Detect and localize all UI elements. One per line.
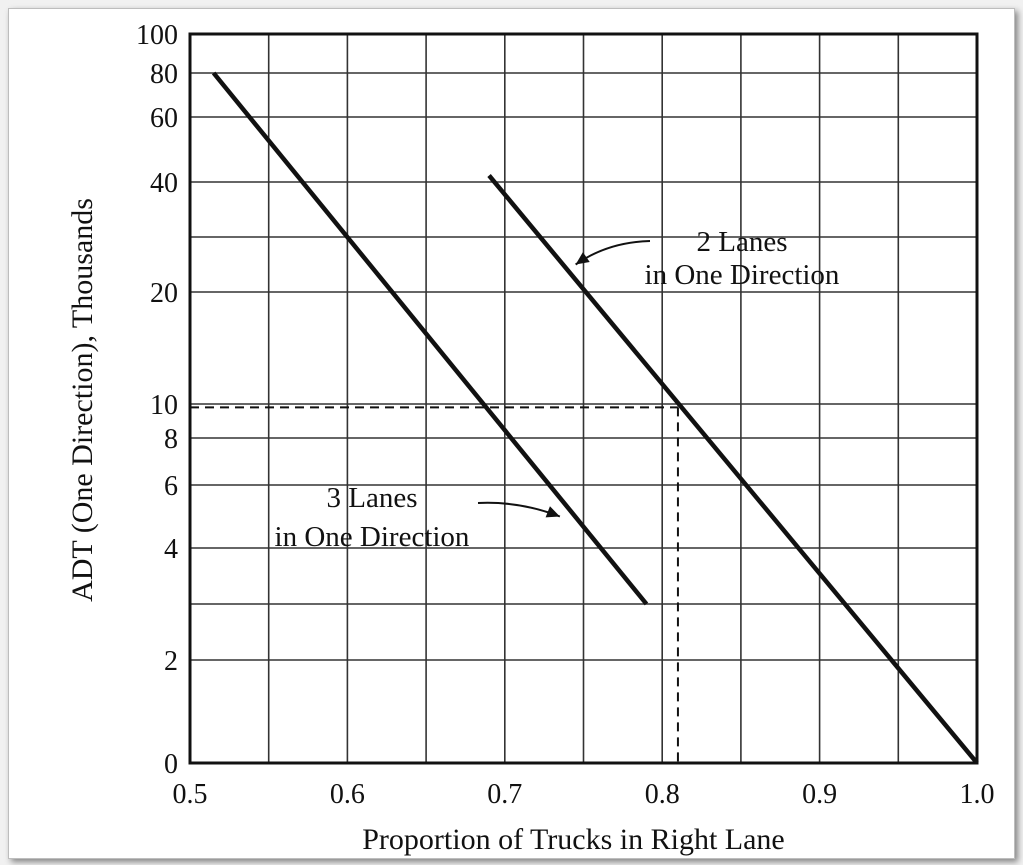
x-tick-label: 1.0 [960,779,995,810]
annotation-label: 2 Lanes [697,226,788,258]
series-line-1 [211,71,649,606]
series-line-2 [487,174,979,765]
annotation-arrowhead [545,506,560,518]
annotation-label: in One Direction [645,259,840,291]
y-tick-label: 8 [164,424,178,455]
y-tick-label: 2 [164,646,178,677]
y-tick-label: 4 [164,534,178,565]
y-tick-label: 80 [150,59,178,90]
x-tick-label: 0.6 [330,779,365,810]
y-axis-title: ADT (One Direction), Thousands [66,198,99,602]
figure-frame [8,8,1015,859]
y-tick-label: 100 [136,20,178,51]
x-tick-label: 0.7 [487,779,522,810]
y-tick-label: 10 [150,390,178,421]
annotation-label: in One Direction [275,521,470,553]
y-tick-label: 40 [150,168,178,199]
y-tick-label: 6 [164,471,178,502]
x-tick-label: 0.8 [645,779,680,810]
plot-border [188,32,979,765]
x-tick-label: 0.9 [802,779,837,810]
y-tick-label: 0 [164,749,178,780]
y-tick-label: 60 [150,103,178,134]
x-tick-label: 0.5 [173,779,208,810]
x-axis-title: Proportion of Trucks in Right Lane [362,823,785,856]
annotation-label: 3 Lanes [327,482,418,514]
annotation-arrowhead [575,252,590,265]
y-tick-label: 20 [150,278,178,309]
